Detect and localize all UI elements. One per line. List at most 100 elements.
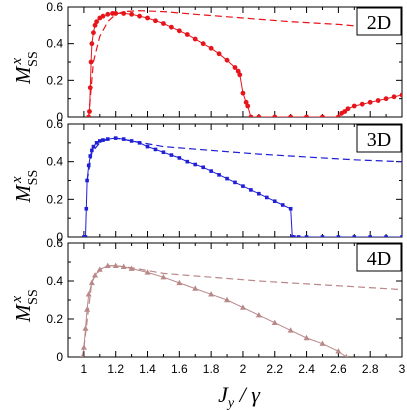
data-point: [305, 235, 309, 239]
plot-frame: [68, 124, 402, 237]
data-point: [169, 25, 174, 30]
data-point: [178, 156, 182, 160]
data-point: [225, 177, 229, 181]
data-point: [360, 102, 365, 107]
x-tick-label: 2.8: [362, 362, 379, 376]
data-point: [90, 149, 94, 153]
data-point: [233, 181, 237, 185]
data-point: [217, 51, 222, 56]
data-point: [249, 115, 254, 120]
data-point: [368, 100, 373, 105]
data-point: [292, 235, 296, 239]
data-point: [257, 192, 261, 196]
data-point: [154, 148, 158, 152]
data-point: [400, 235, 404, 239]
x-axis-label: Jy / γ: [218, 382, 261, 410]
data-point: [185, 160, 189, 164]
data-point: [304, 115, 309, 120]
data-point: [241, 184, 245, 188]
data-point: [297, 235, 301, 239]
y-tick-label: 0.2: [46, 73, 63, 87]
data-point: [98, 139, 102, 143]
data-point: [177, 28, 182, 33]
y-tick-label: 0.4: [46, 155, 63, 169]
data-point: [193, 163, 197, 167]
data-point: [233, 65, 238, 70]
dashed-series-line: [89, 11, 371, 117]
y-tick-label: 0: [56, 350, 63, 364]
series-group: [79, 263, 402, 360]
data-point: [392, 94, 397, 99]
series-line: [82, 266, 346, 357]
data-point: [256, 115, 261, 120]
data-point: [346, 106, 351, 111]
data-point: [92, 145, 96, 149]
data-point: [384, 235, 388, 239]
data-point: [281, 203, 285, 207]
data-point: [170, 153, 174, 157]
data-point: [217, 173, 221, 177]
y-tick-label: 0.6: [46, 236, 63, 250]
y-axis-label: MxSS: [9, 51, 41, 85]
data-point: [91, 30, 96, 35]
y-tick-label: 0.4: [46, 37, 63, 51]
x-tick-label: 1.2: [107, 362, 124, 376]
data-point: [161, 21, 166, 26]
data-point: [272, 115, 277, 120]
y-tick-label: 0.2: [46, 312, 63, 326]
data-point: [95, 141, 99, 145]
data-point: [105, 12, 110, 17]
data-point: [201, 41, 206, 46]
data-point: [84, 235, 88, 239]
data-point: [337, 235, 341, 239]
data-point: [273, 199, 277, 203]
data-point: [89, 41, 94, 46]
x-tick-label: 1.4: [139, 362, 156, 376]
x-tick-label: 2.2: [266, 362, 283, 376]
data-point: [384, 96, 389, 101]
data-point: [84, 207, 88, 211]
x-tick-label: 1.8: [203, 362, 220, 376]
panel-3D: 0 0.2 0.4 0.6 MxSS 3D: [9, 117, 404, 244]
data-point: [376, 98, 381, 103]
data-point: [88, 85, 93, 90]
data-point: [84, 306, 90, 311]
data-point: [94, 19, 99, 24]
panel-4D: 0 0.2 0.4 0.6 MxSS 4D 1 1.2 1.4 1.6 1.8 2 2.2 2.4 2.6 2…: [9, 236, 406, 410]
data-point: [146, 145, 150, 149]
data-point: [352, 104, 357, 109]
panel-tag-label: 4D: [367, 248, 391, 270]
data-point: [400, 93, 405, 98]
data-point: [101, 14, 106, 19]
data-point: [162, 150, 166, 154]
data-point: [153, 18, 158, 23]
x-tick-label: 3: [399, 362, 406, 376]
dashed-series-line: [87, 138, 402, 180]
data-point: [129, 12, 134, 17]
y-tick-label: 0.6: [46, 117, 63, 131]
data-point: [321, 235, 325, 239]
data-point: [320, 115, 325, 120]
data-point: [209, 46, 214, 51]
data-point: [145, 16, 150, 21]
x-tick-label: 1.6: [171, 362, 188, 376]
panel-tag-label: 3D: [367, 129, 391, 151]
data-point: [237, 72, 242, 77]
panel-2D: 00.20.40.6MxSS2D: [9, 0, 404, 124]
x-tick-label: 2.6: [330, 362, 347, 376]
data-point: [185, 32, 190, 37]
data-point: [241, 91, 246, 96]
y-tick-label: 0.2: [46, 192, 63, 206]
x-tick-label: 2.4: [298, 362, 315, 376]
x-tick-label: 1: [81, 362, 88, 376]
panel-tag-label: 2D: [367, 12, 391, 34]
data-point: [137, 14, 142, 19]
data-point: [225, 58, 230, 63]
data-point: [368, 235, 372, 239]
data-point: [89, 60, 94, 65]
y-tick-label: 0.6: [46, 0, 63, 14]
y-tick-label: 0.4: [46, 274, 63, 288]
plot-frame: [68, 243, 402, 357]
plot-frame: [68, 7, 402, 117]
data-point: [336, 115, 341, 120]
